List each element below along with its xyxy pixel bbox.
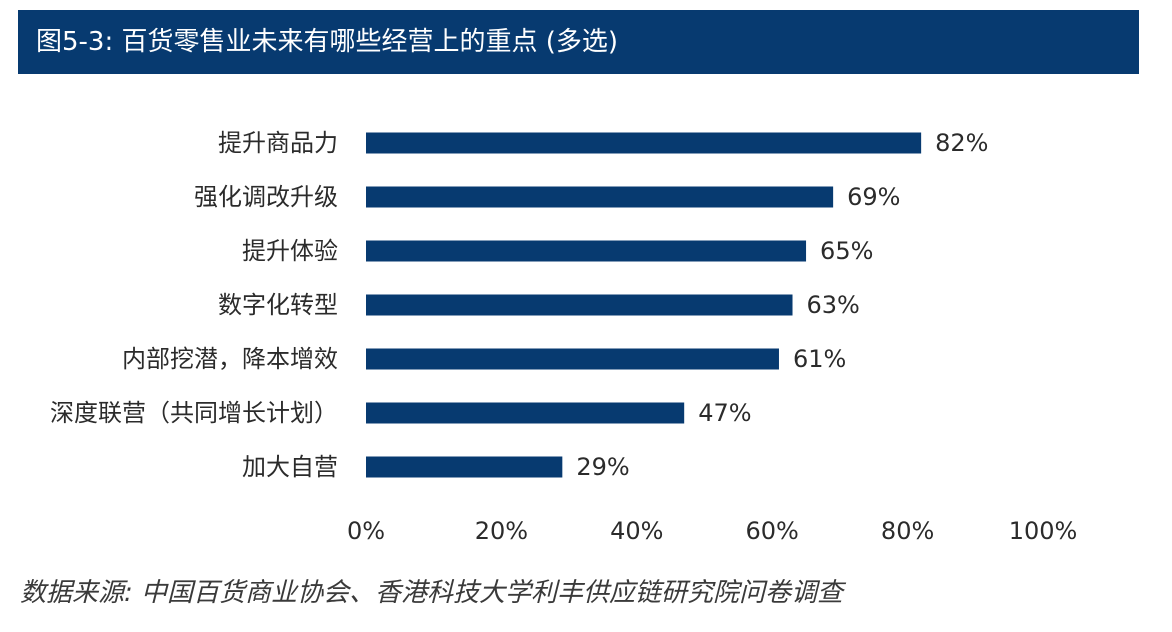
x-tick-label: 40%	[610, 517, 663, 545]
category-label: 数字化转型	[218, 291, 338, 319]
x-tick-label: 0%	[347, 517, 385, 545]
category-label: 加大自营	[242, 453, 338, 481]
data-label: 82%	[935, 129, 988, 157]
bar	[366, 240, 807, 262]
data-label: 29%	[576, 453, 629, 481]
category-label: 提升商品力	[218, 129, 338, 157]
source-note: 数据来源: 中国百货商业协会、香港科技大学利丰供应链研究院问卷调查	[20, 578, 844, 608]
bar	[366, 294, 793, 316]
bar	[366, 402, 685, 424]
data-label: 65%	[820, 237, 873, 265]
category-label: 强化调改升级	[194, 183, 338, 211]
category-label: 提升体验	[242, 237, 338, 265]
x-tick-label: 20%	[475, 517, 528, 545]
data-label: 69%	[847, 183, 900, 211]
title-bar: 图5-3: 百货零售业未来有哪些经营上的重点 (多选)	[18, 10, 1139, 74]
bar	[366, 186, 834, 208]
data-label: 61%	[793, 345, 846, 373]
x-tick-label: 100%	[1009, 517, 1078, 545]
data-label: 63%	[807, 291, 860, 319]
chart-title: 图5-3: 百货零售业未来有哪些经营上的重点 (多选)	[36, 27, 619, 57]
bar	[366, 348, 779, 370]
bar	[366, 132, 922, 154]
data-label: 47%	[698, 399, 751, 427]
category-label: 深度联营（共同增长计划）	[50, 399, 338, 427]
bar	[366, 456, 563, 478]
x-tick-label: 80%	[881, 517, 934, 545]
category-label: 内部挖潜，降本增效	[122, 345, 338, 373]
x-tick-label: 60%	[746, 517, 799, 545]
